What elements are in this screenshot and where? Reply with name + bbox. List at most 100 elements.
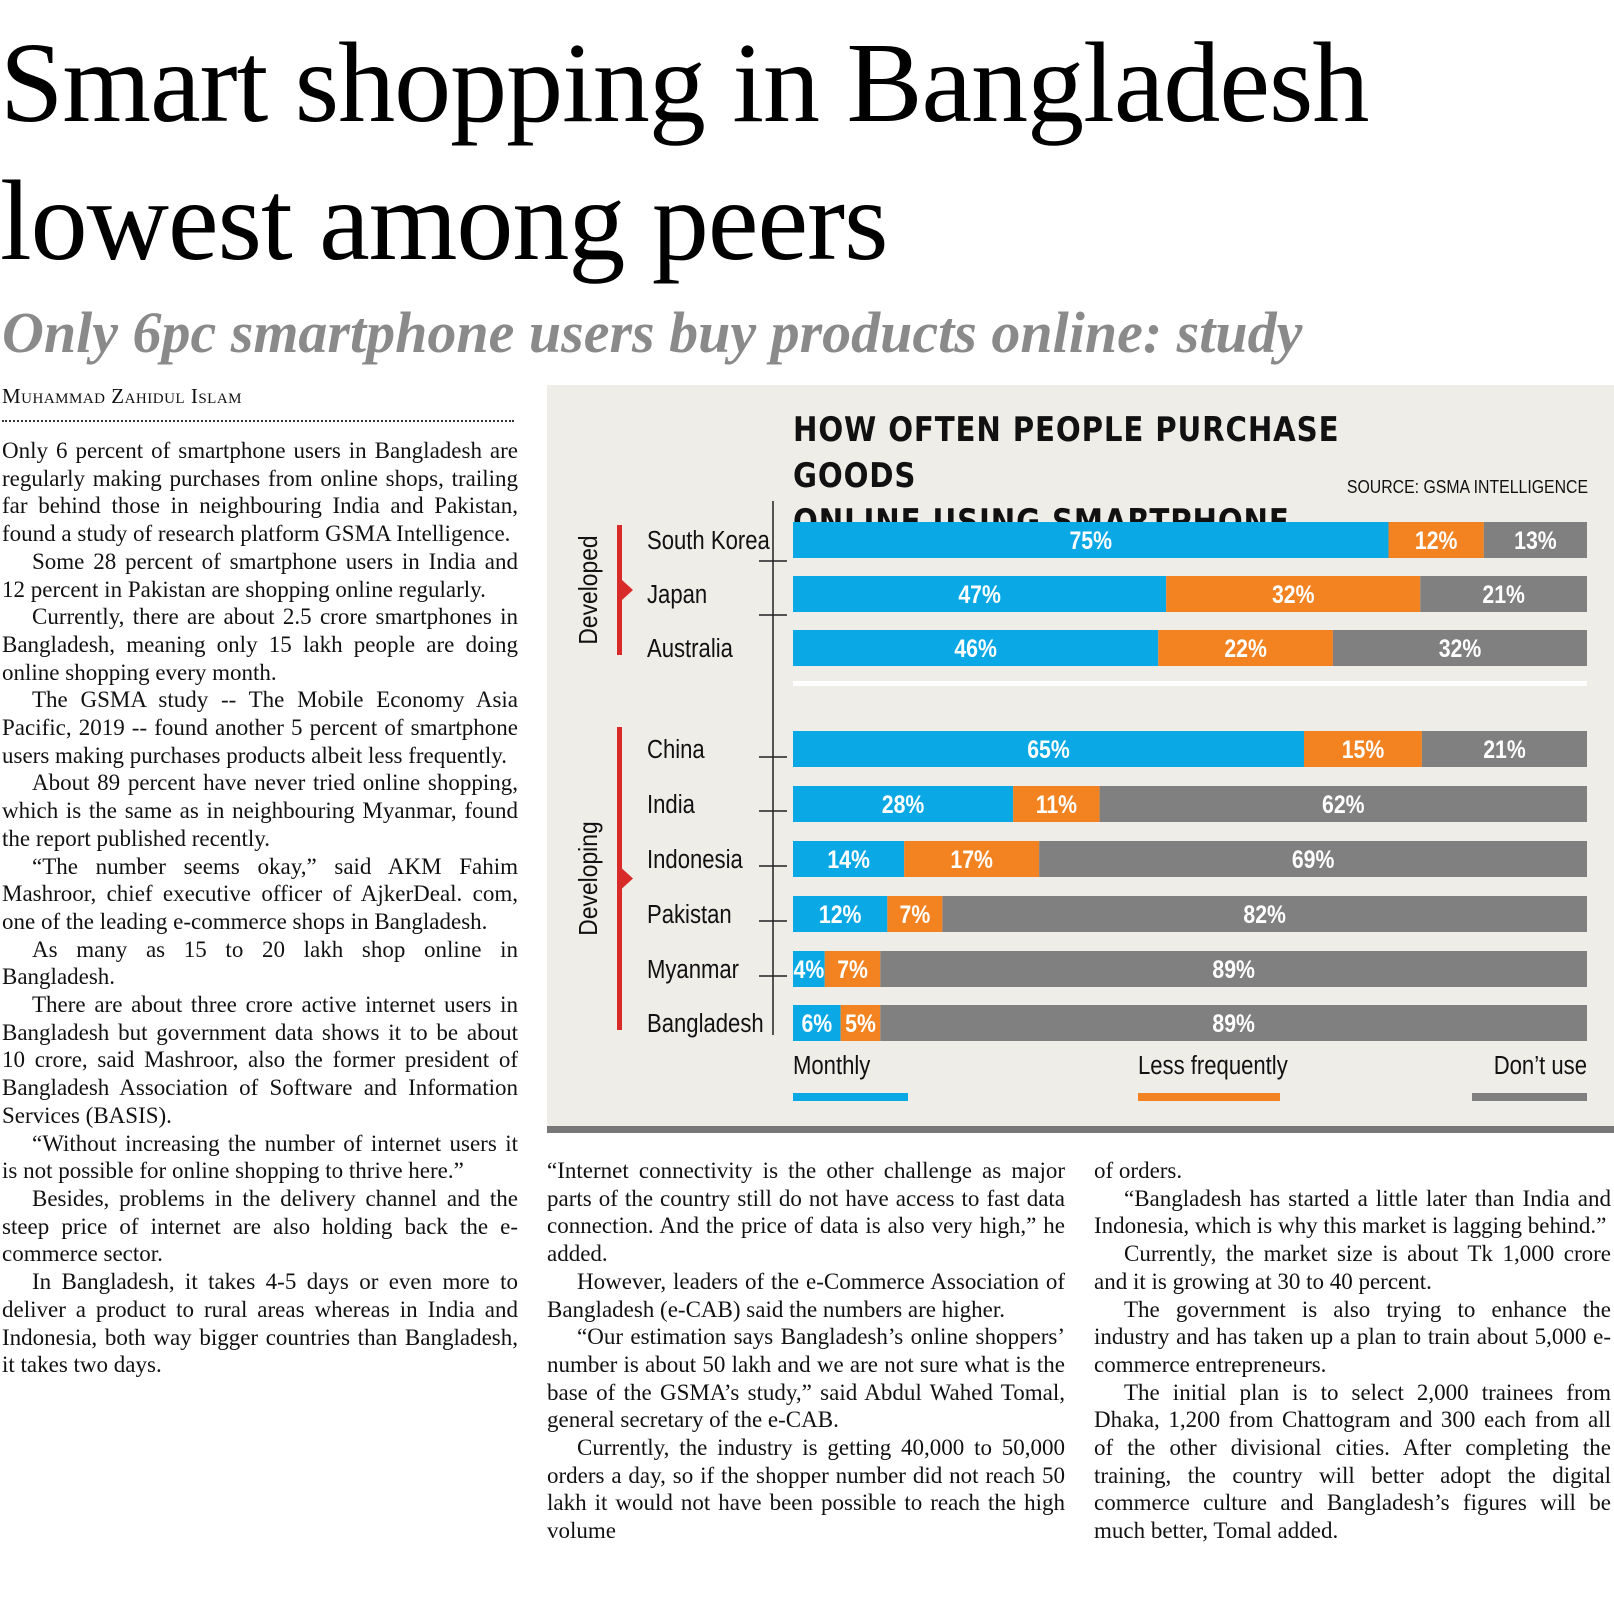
group-bracket [617,727,622,1030]
country-label: Indonesia [647,845,743,874]
headline: Smart shopping in Bangladesh lowest amon… [0,19,1369,284]
bar-segment [840,1005,881,1041]
bar-segment [793,896,888,932]
article-paragraph: “Internet connectivity is the other chal… [547,1158,1065,1267]
bar-segment [1039,841,1587,877]
article-paragraph: There are about three crore active inter… [2,992,518,1128]
bar-value-label: 12% [1415,526,1458,554]
article-paragraph: Currently, the market size is about Tk 1… [1094,1241,1611,1294]
bar-value-label: 7% [837,955,868,983]
group-label: Developed [575,535,604,644]
bar-segment [1388,522,1484,558]
article-paragraph: of orders. [1094,1158,1183,1183]
bar-segment [793,630,1159,666]
bar-segment [793,576,1167,612]
bar-segment [793,841,905,877]
article-paragraph: However, leaders of the e-Commerce Assoc… [547,1268,1065,1322]
bar-segment [1166,576,1421,612]
bar-value-label: 46% [954,634,997,662]
bar-segment [1420,576,1587,612]
bar-segment [1483,522,1587,558]
article-paragraph: In Bangladesh, it takes 4-5 days or even… [2,1269,518,1378]
bar-segment [1421,731,1587,767]
bar-value-label: 47% [958,580,1001,608]
bar-segment [1099,786,1587,822]
bar-value-label: 22% [1224,634,1267,662]
legend-label: Less frequently [1138,1051,1288,1080]
legend-swatch [793,1093,908,1101]
country-label: Japan [647,580,707,609]
byline: Muhammad Zahidul Islam [2,384,242,408]
bar-value-label: 32% [1439,634,1482,662]
bar-segment [1158,630,1333,666]
bar-segment [887,896,943,932]
article-column-2: “Internet connectivity is the other chal… [547,1157,1065,1545]
legend-swatch [1138,1093,1280,1101]
article-paragraph: “The number seems okay,” said AKM Fahim … [2,853,518,934]
legend-swatch [1472,1093,1587,1101]
country-label: Australia [647,634,733,663]
country-label: Myanmar [647,955,739,984]
bar-segment [880,951,1587,987]
bar-value-label: 15% [1342,735,1385,763]
bar-value-label: 75% [1069,526,1112,554]
bar-segment [793,731,1304,767]
bar-segment [824,951,881,987]
group-label: Developing [575,821,604,935]
article-column-3: of orders. “Bangladesh has started a litt… [1094,1157,1611,1545]
bar-value-label: 89% [1212,1009,1255,1037]
bar-segment [793,786,1014,822]
bar-value-label: 32% [1272,580,1315,608]
country-label: South Korea [647,526,770,555]
bar-segment [880,1005,1587,1041]
country-label: India [647,790,695,819]
bar-value-label: 82% [1243,900,1286,928]
bar-value-label: 7% [900,900,931,928]
bar-segment [1303,731,1422,767]
article-paragraph: The GSMA study -- The Mobile Economy Asi… [2,687,518,768]
article-paragraph: Currently, the industry is getting 40,00… [547,1435,1065,1544]
bar-value-label: 4% [794,955,825,983]
bar-segment [1013,786,1100,822]
bar-value-label: 5% [845,1009,876,1037]
group-pointer-icon [622,580,633,600]
bar-value-label: 21% [1483,735,1526,763]
article-paragraph: Only 6 percent of smartphone users in Ba… [2,438,518,547]
bar-segment [904,841,1040,877]
stacked-bar-chart: Developed Developing South Korea 75% 12% 13% J… [575,501,1587,1101]
chart-source: SOURCE: GSMA INTELLIGENCE [1346,477,1588,497]
bar-value-label: 69% [1292,845,1335,873]
bar-value-label: 89% [1212,955,1255,983]
bar-segment [793,522,1389,558]
bar-value-label: 28% [882,790,925,818]
article-paragraph: Currently, there are about 2.5 crore sma… [2,604,518,685]
country-label: Pakistan [647,900,732,929]
legend-label: Monthly [793,1051,870,1080]
article-paragraph: As many as 15 to 20 lakh shop online in … [2,936,518,990]
article-paragraph: “Bangladesh has started a little later t… [1094,1185,1611,1239]
chart-title-line-1: HOW OFTEN PEOPLE PURCHASE GOODS [793,410,1340,496]
bar-value-label: 65% [1027,735,1070,763]
bar-value-label: 6% [801,1009,832,1037]
bar-segment [793,1005,841,1041]
group-pointer-icon [622,868,633,889]
article-paragraph: “Our estimation says Bangladesh’s online… [547,1324,1065,1433]
article-paragraph: The government is also trying to enhance… [1094,1296,1611,1377]
byline-divider [2,420,514,422]
group-bracket [617,525,622,655]
bar-value-label: 13% [1514,526,1557,554]
group-separator [793,681,1587,686]
legend-label: Don’t use [1494,1051,1587,1080]
subheadline: Only 6pc smartphone users buy products o… [2,300,1303,365]
article-column-1: Only 6 percent of smartphone users in Ba… [2,437,518,1379]
bar-value-label: 21% [1482,580,1525,608]
article-paragraph: About 89 percent have never tried online… [2,770,518,851]
bar-segment [793,951,825,987]
bar-value-label: 11% [1036,790,1077,818]
article-paragraph: “Without increasing the number of intern… [2,1130,518,1184]
bar-value-label: 62% [1322,790,1365,818]
article-paragraph: Besides, problems in the delivery channe… [2,1185,518,1267]
country-label: China [647,735,705,764]
country-label: Bangladesh [647,1009,764,1038]
article-paragraph: Some 28 percent of smartphone users in I… [2,548,518,602]
